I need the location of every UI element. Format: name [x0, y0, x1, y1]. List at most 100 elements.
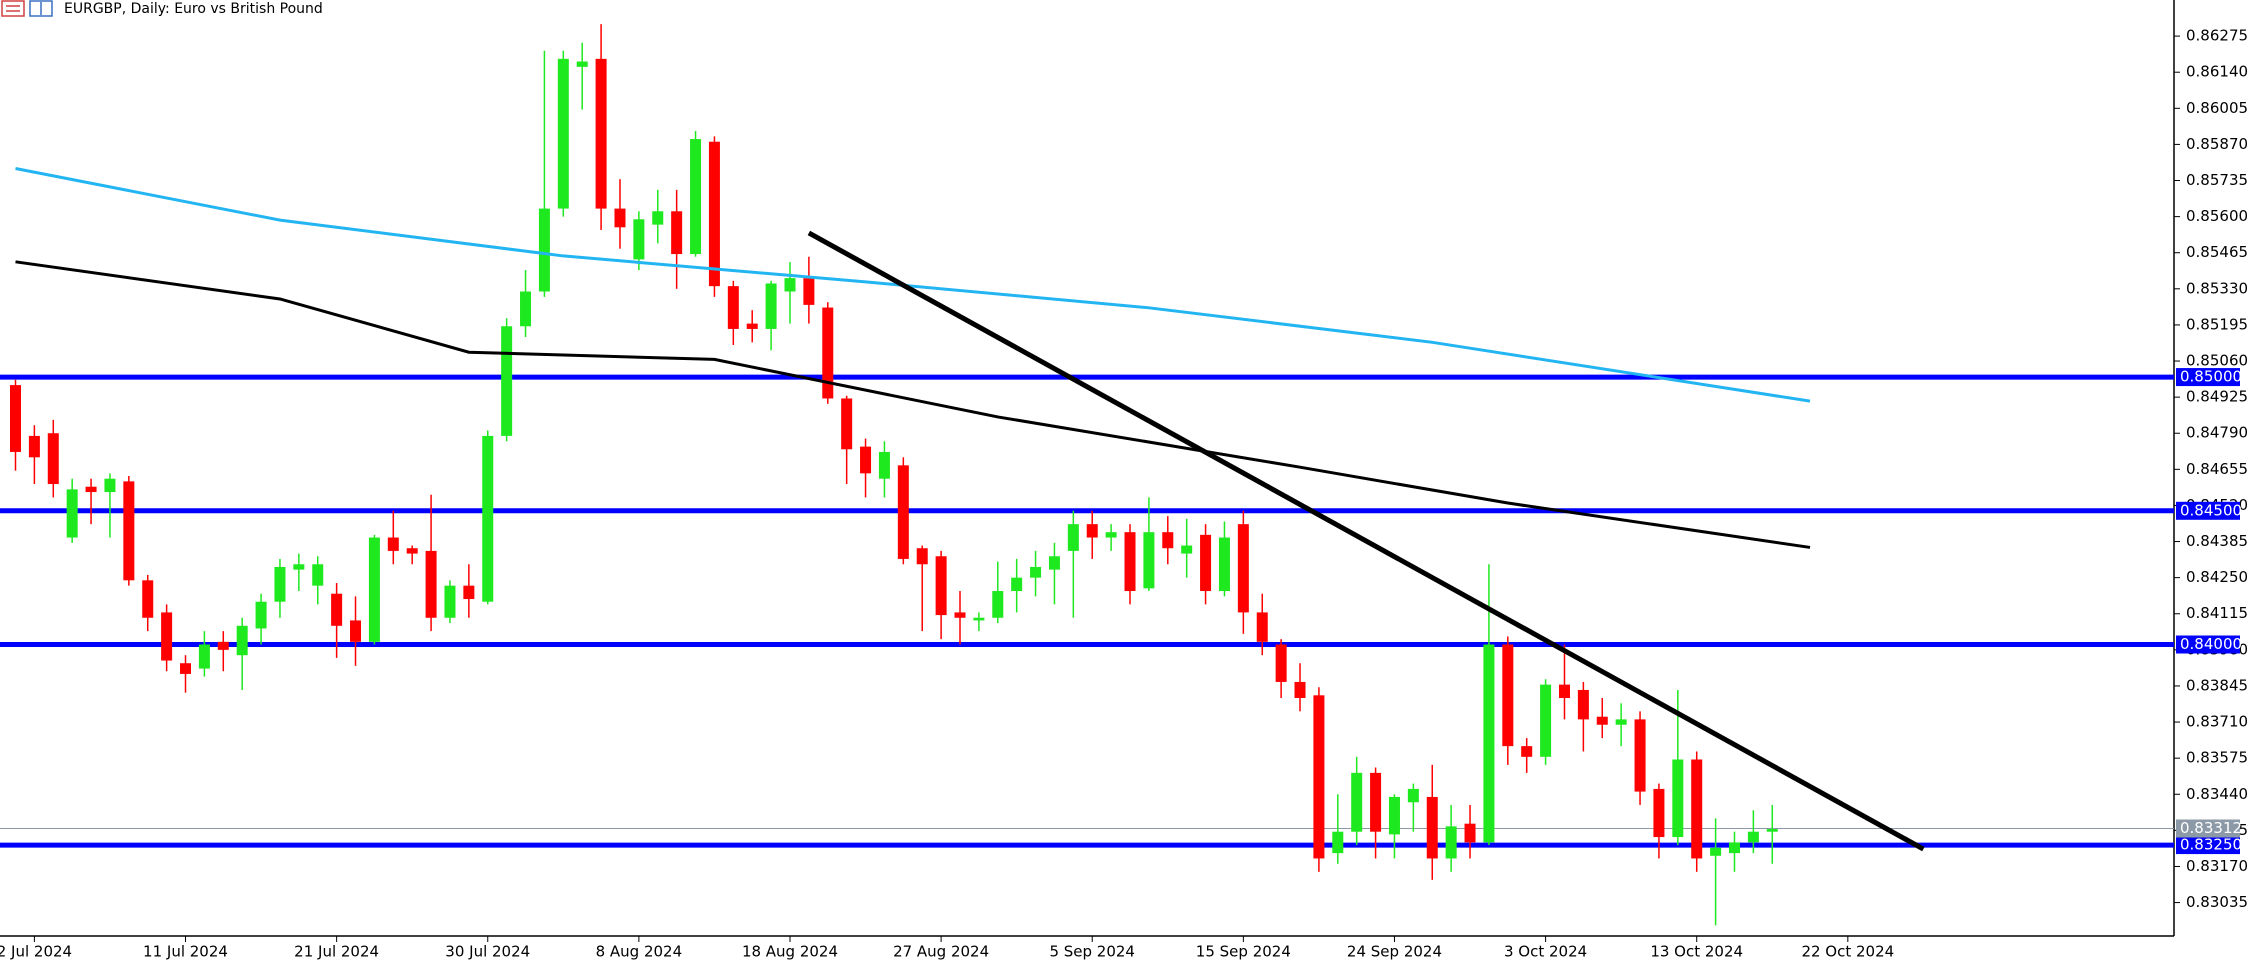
candle-body: [1502, 644, 1514, 747]
candle-body: [198, 644, 210, 669]
candle-body: [1464, 823, 1476, 843]
y-tick-label: 0.85735: [2186, 171, 2248, 189]
candle-body: [1691, 759, 1703, 859]
y-tick-label: 0.83035: [2186, 893, 2248, 911]
y-tick-label: 0.86140: [2186, 63, 2248, 81]
candle-body: [1105, 532, 1117, 538]
overlay-line: [807, 230, 1925, 852]
candle-body: [1766, 829, 1778, 832]
candle-body: [860, 446, 872, 474]
candle-body: [746, 323, 758, 329]
candle-body: [1596, 716, 1608, 725]
candle-body: [1294, 681, 1306, 698]
level-label: 0.85000: [2180, 368, 2242, 386]
y-tick-label: 0.85870: [2186, 135, 2248, 153]
candle-body: [161, 612, 173, 661]
candle-body: [1747, 831, 1759, 843]
y-tick-label: 0.84115: [2186, 604, 2248, 622]
candle-body: [1011, 577, 1023, 592]
candle-body: [671, 211, 683, 255]
y-tick-label: 0.84250: [2186, 568, 2248, 586]
y-tick-label: 0.85330: [2186, 279, 2248, 297]
candle-body: [1710, 847, 1722, 856]
x-tick-label: 18 Aug 2024: [742, 943, 838, 961]
y-tick-label: 0.84655: [2186, 460, 2248, 478]
candle-body: [1200, 534, 1212, 592]
candle-body: [633, 219, 645, 260]
candle-body: [1728, 842, 1740, 854]
y-tick-label: 0.84385: [2186, 532, 2248, 550]
current-price-box: [2176, 819, 2240, 838]
candle-body: [1048, 556, 1060, 570]
candle-body: [897, 465, 909, 559]
candle-body: [1218, 537, 1230, 592]
candle-body: [331, 593, 343, 626]
candle-body: [803, 278, 815, 305]
candle-body: [822, 307, 834, 399]
candle-body: [293, 564, 305, 570]
candle-body: [557, 58, 569, 209]
candle-body: [1143, 532, 1155, 589]
candle-body: [123, 481, 135, 581]
candle-body: [255, 601, 267, 629]
y-tick-label: 0.83440: [2186, 785, 2248, 803]
overlay-line: [15, 167, 1811, 403]
y-tick-label: 0.83845: [2186, 676, 2248, 694]
candle-body: [538, 208, 550, 292]
candle-body: [595, 58, 607, 209]
y-tick-label: 0.85195: [2186, 315, 2248, 333]
candle-body: [727, 286, 739, 329]
x-tick-label: 27 Aug 2024: [893, 943, 989, 961]
x-tick-label: 11 Jul 2024: [143, 943, 228, 961]
candle-body: [1313, 695, 1325, 859]
candle-body: [1124, 532, 1136, 592]
candle-body: [1521, 746, 1533, 757]
overlay-line: [15, 260, 1811, 549]
level-box: [2176, 501, 2240, 520]
x-tick-label: 22 Oct 2024: [1801, 943, 1894, 961]
candle-body: [236, 625, 248, 656]
candle-body: [935, 556, 947, 616]
candle-body: [350, 620, 362, 642]
menu-icon[interactable]: [1, 0, 25, 17]
x-tick-label: 30 Jul 2024: [445, 943, 530, 961]
y-tick-label: 0.85600: [2186, 207, 2248, 225]
candle-body: [1558, 684, 1570, 698]
candle-body: [425, 550, 437, 618]
candle-body: [1162, 532, 1174, 549]
x-tick-label: 2 Jul 2024: [0, 943, 72, 961]
y-tick-label: 0.86275: [2186, 27, 2248, 45]
candle-body: [1445, 826, 1457, 859]
candle-body: [1483, 644, 1495, 843]
x-tick-label: 13 Oct 2024: [1650, 943, 1743, 961]
y-tick-label: 0.85060: [2186, 352, 2248, 370]
level-label: 0.84500: [2180, 501, 2242, 519]
y-tick-label: 0.86005: [2186, 99, 2248, 117]
candle-body: [368, 537, 380, 642]
candle-body: [501, 326, 513, 436]
candle-body: [708, 141, 720, 287]
candle-body: [180, 663, 192, 674]
candle-body: [652, 211, 664, 225]
candle-body: [47, 433, 59, 485]
candle-body: [916, 548, 928, 565]
candle-body: [274, 566, 286, 602]
y-tick-label: 0.83170: [2186, 857, 2248, 875]
candle-body: [1351, 772, 1363, 832]
candle-body: [841, 398, 853, 450]
level-label: 0.84000: [2180, 635, 2242, 653]
candle-body: [690, 139, 702, 255]
candle-body: [406, 548, 418, 554]
candle-body: [312, 564, 324, 586]
candle-body: [482, 435, 494, 602]
candle-body: [1407, 788, 1419, 803]
x-tick-label: 8 Aug 2024: [596, 943, 683, 961]
candle-body: [1086, 524, 1098, 538]
candle-body: [614, 208, 626, 228]
candle-body: [1388, 796, 1400, 835]
x-tick-label: 5 Sep 2024: [1049, 943, 1135, 961]
candle-body: [142, 580, 154, 618]
y-tick-label: 0.83575: [2186, 749, 2248, 767]
candle-body: [10, 385, 21, 452]
